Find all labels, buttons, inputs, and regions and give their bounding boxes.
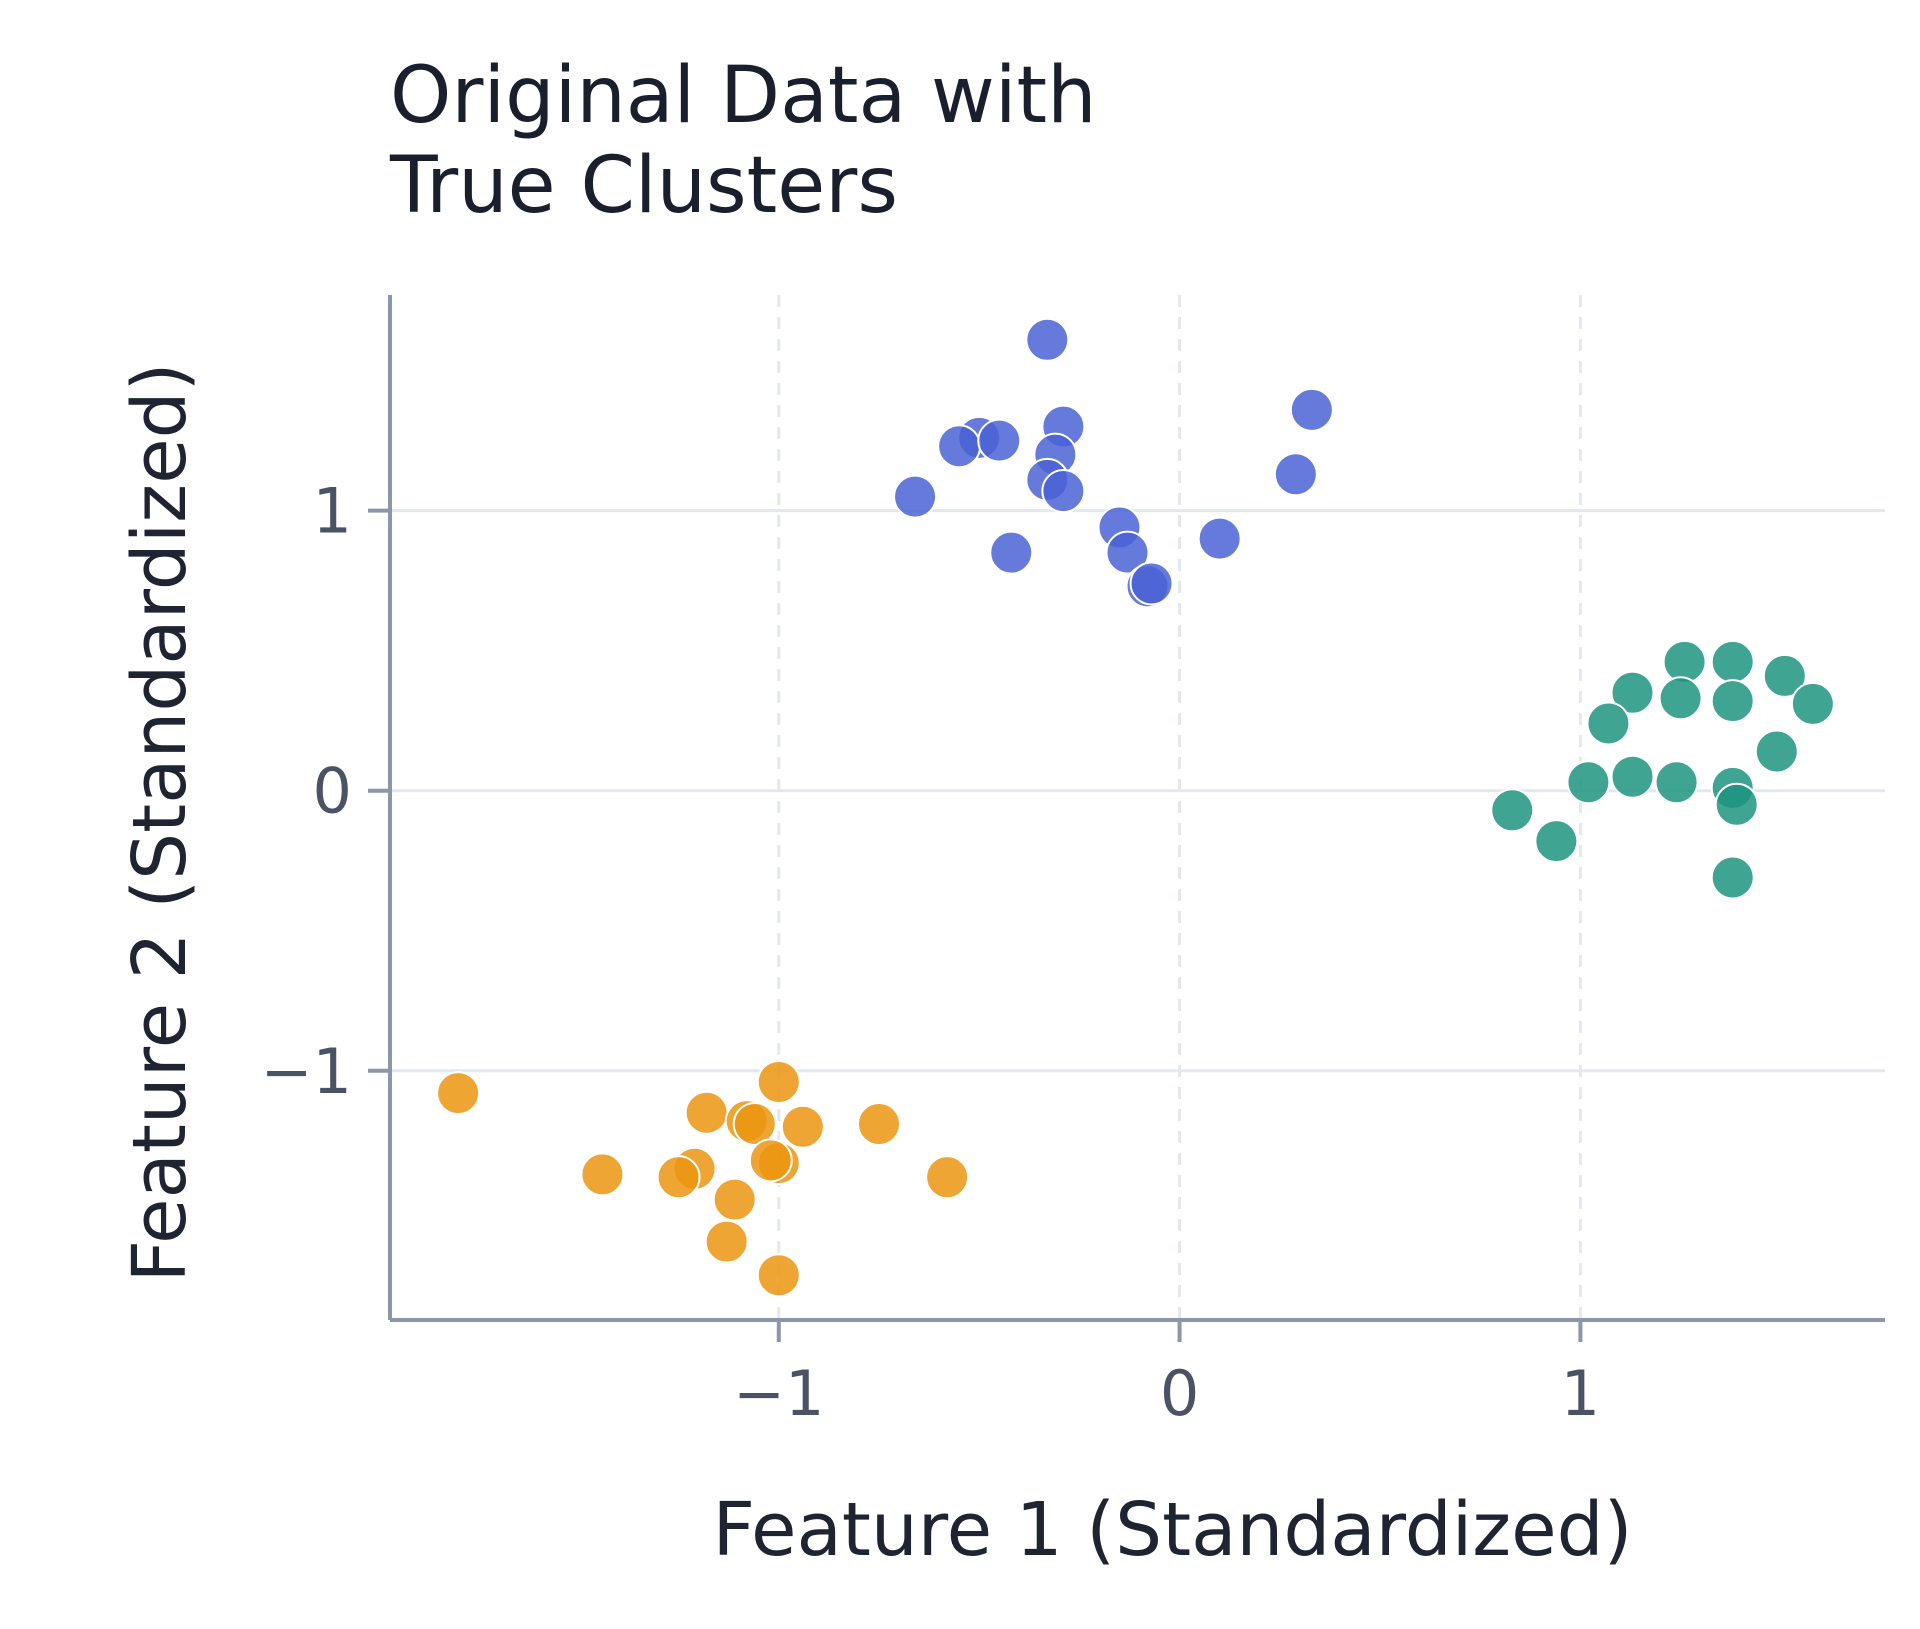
data-point — [1197, 516, 1242, 561]
y-axis-label: Feature 2 (Standardized) — [117, 362, 203, 1282]
data-point — [1658, 676, 1703, 721]
data-point — [1610, 754, 1655, 799]
y-tick-label: 0 — [313, 755, 352, 828]
data-point — [580, 1152, 625, 1197]
data-point — [780, 1104, 825, 1149]
data-point — [1710, 679, 1755, 724]
data-point — [1710, 639, 1755, 684]
chart-title-line: Original Data with — [390, 51, 1097, 141]
data-point — [1662, 639, 1707, 684]
axes — [388, 295, 1885, 1322]
x-tick-label: 1 — [1561, 1357, 1600, 1430]
x-tick-label: 0 — [1160, 1357, 1199, 1430]
data-point — [1105, 530, 1150, 575]
axis-labels: Feature 1 (Standardized) Feature 2 (Stand… — [117, 362, 1633, 1573]
data-point — [1762, 653, 1807, 698]
data-point — [1566, 760, 1611, 805]
data-point — [756, 1253, 801, 1298]
data-point — [748, 1138, 793, 1183]
data-point — [1025, 317, 1070, 362]
x-axis-label: Feature 1 (Standardized) — [712, 1487, 1632, 1573]
data-point — [1534, 819, 1579, 864]
data-point — [436, 1071, 481, 1116]
data-point — [1714, 782, 1759, 827]
data-point — [656, 1155, 701, 1200]
data-point — [893, 474, 938, 519]
data-point — [1790, 681, 1835, 726]
data-point — [937, 424, 982, 469]
data-point — [1586, 701, 1631, 746]
data-point — [1273, 452, 1318, 497]
y-tick-label: 1 — [313, 475, 352, 548]
data-points — [436, 317, 1835, 1298]
data-point — [1710, 855, 1755, 900]
data-point — [1490, 788, 1535, 833]
tick-labels: −1 0 1 −1 0 1 — [261, 475, 1601, 1430]
data-point — [704, 1219, 749, 1264]
data-point — [856, 1101, 901, 1146]
data-point — [1654, 760, 1699, 805]
data-point — [1754, 729, 1799, 774]
data-point — [732, 1101, 777, 1146]
data-point — [712, 1177, 757, 1222]
data-point — [1041, 469, 1086, 514]
data-point — [989, 530, 1034, 575]
data-point — [684, 1090, 729, 1135]
data-point — [925, 1155, 970, 1200]
x-tick-label: −1 — [733, 1357, 824, 1430]
data-point — [977, 418, 1022, 463]
data-point — [1129, 561, 1174, 606]
data-point — [756, 1059, 801, 1104]
data-point — [1610, 670, 1655, 715]
chart-title-line: True Clusters — [389, 141, 898, 231]
y-tick-label: −1 — [261, 1035, 352, 1108]
data-point — [1289, 387, 1334, 432]
